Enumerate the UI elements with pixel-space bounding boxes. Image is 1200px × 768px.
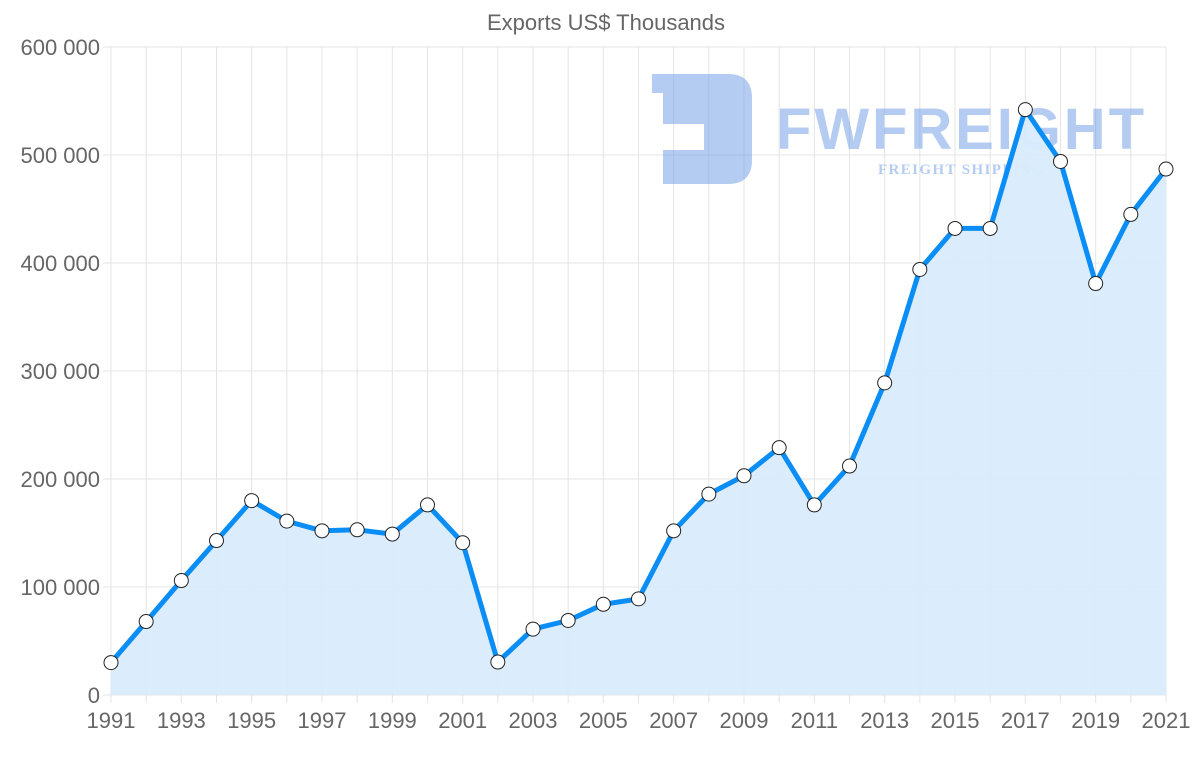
chart-title: Exports US$ Thousands: [487, 10, 725, 35]
data-points: [103, 102, 1174, 671]
x-tick-label: 2017: [1001, 708, 1050, 733]
watermark-name: FWFREIGHT: [776, 97, 1144, 162]
data-point: [1088, 276, 1104, 292]
x-tick-label: 2003: [509, 708, 558, 733]
data-point: [666, 523, 682, 539]
data-point: [912, 261, 928, 277]
data-point: [279, 513, 295, 529]
y-axis: 0 100 000 200 000 300 000 400 000 500 000 600 …: [20, 35, 100, 708]
x-axis: 1991 1993 1995 1997 1999 2001 2003 2005 2007 2009…: [87, 708, 1191, 733]
data-point: [349, 522, 365, 538]
x-tick-label: 2001: [438, 708, 487, 733]
x-tick-label: 1993: [157, 708, 206, 733]
y-tick-label: 300 000: [20, 359, 100, 384]
y-tick-label: 600 000: [20, 35, 100, 60]
logo-mark-icon: [652, 74, 752, 184]
data-point: [806, 497, 822, 513]
data-point: [1123, 206, 1139, 222]
data-point: [595, 596, 611, 612]
data-point: [947, 220, 963, 236]
data-point: [420, 497, 435, 513]
data-point: [1158, 161, 1174, 177]
data-point: [314, 523, 330, 539]
x-tick-label: 2015: [931, 708, 980, 733]
data-point: [455, 535, 471, 551]
watermark-logo: FWFREIGHT FREIGHT SHIPPING: [652, 74, 1144, 184]
y-tick-label: 0: [88, 683, 100, 708]
x-tick-label: 1991: [87, 708, 136, 733]
data-point: [1017, 102, 1033, 118]
data-point: [1053, 153, 1068, 169]
data-point: [173, 573, 189, 589]
y-tick-label: 100 000: [20, 575, 100, 600]
x-tick-label: 2019: [1071, 708, 1120, 733]
x-tick-label: 2011: [791, 708, 838, 733]
x-tick-label: 2009: [720, 708, 769, 733]
data-point: [771, 440, 787, 456]
y-tick-label: 500 000: [20, 143, 100, 168]
x-tick-label: 2013: [860, 708, 909, 733]
data-point: [877, 375, 893, 391]
watermark-tagline: FREIGHT SHIPPING: [878, 162, 1044, 178]
data-point: [982, 220, 998, 236]
data-point: [384, 526, 400, 542]
data-point: [244, 493, 260, 509]
y-tick-label: 200 000: [20, 467, 100, 492]
x-tick-label: 2021: [1142, 708, 1191, 733]
x-tick-label: 2007: [649, 708, 698, 733]
data-point: [138, 614, 154, 630]
data-point: [842, 458, 857, 474]
data-point: [736, 468, 752, 484]
data-point: [209, 533, 224, 549]
x-tick-label: 1999: [368, 708, 417, 733]
data-point: [701, 486, 717, 502]
x-tick-label: 2005: [579, 708, 628, 733]
data-point: [490, 654, 506, 670]
x-tick-label: 1997: [298, 708, 347, 733]
x-tick-label: 1995: [227, 708, 276, 733]
area-fill: [111, 109, 1166, 696]
data-point: [103, 655, 119, 671]
y-tick-label: 400 000: [20, 251, 100, 276]
data-point: [560, 612, 576, 628]
data-point: [631, 591, 646, 607]
data-point: [525, 621, 541, 637]
